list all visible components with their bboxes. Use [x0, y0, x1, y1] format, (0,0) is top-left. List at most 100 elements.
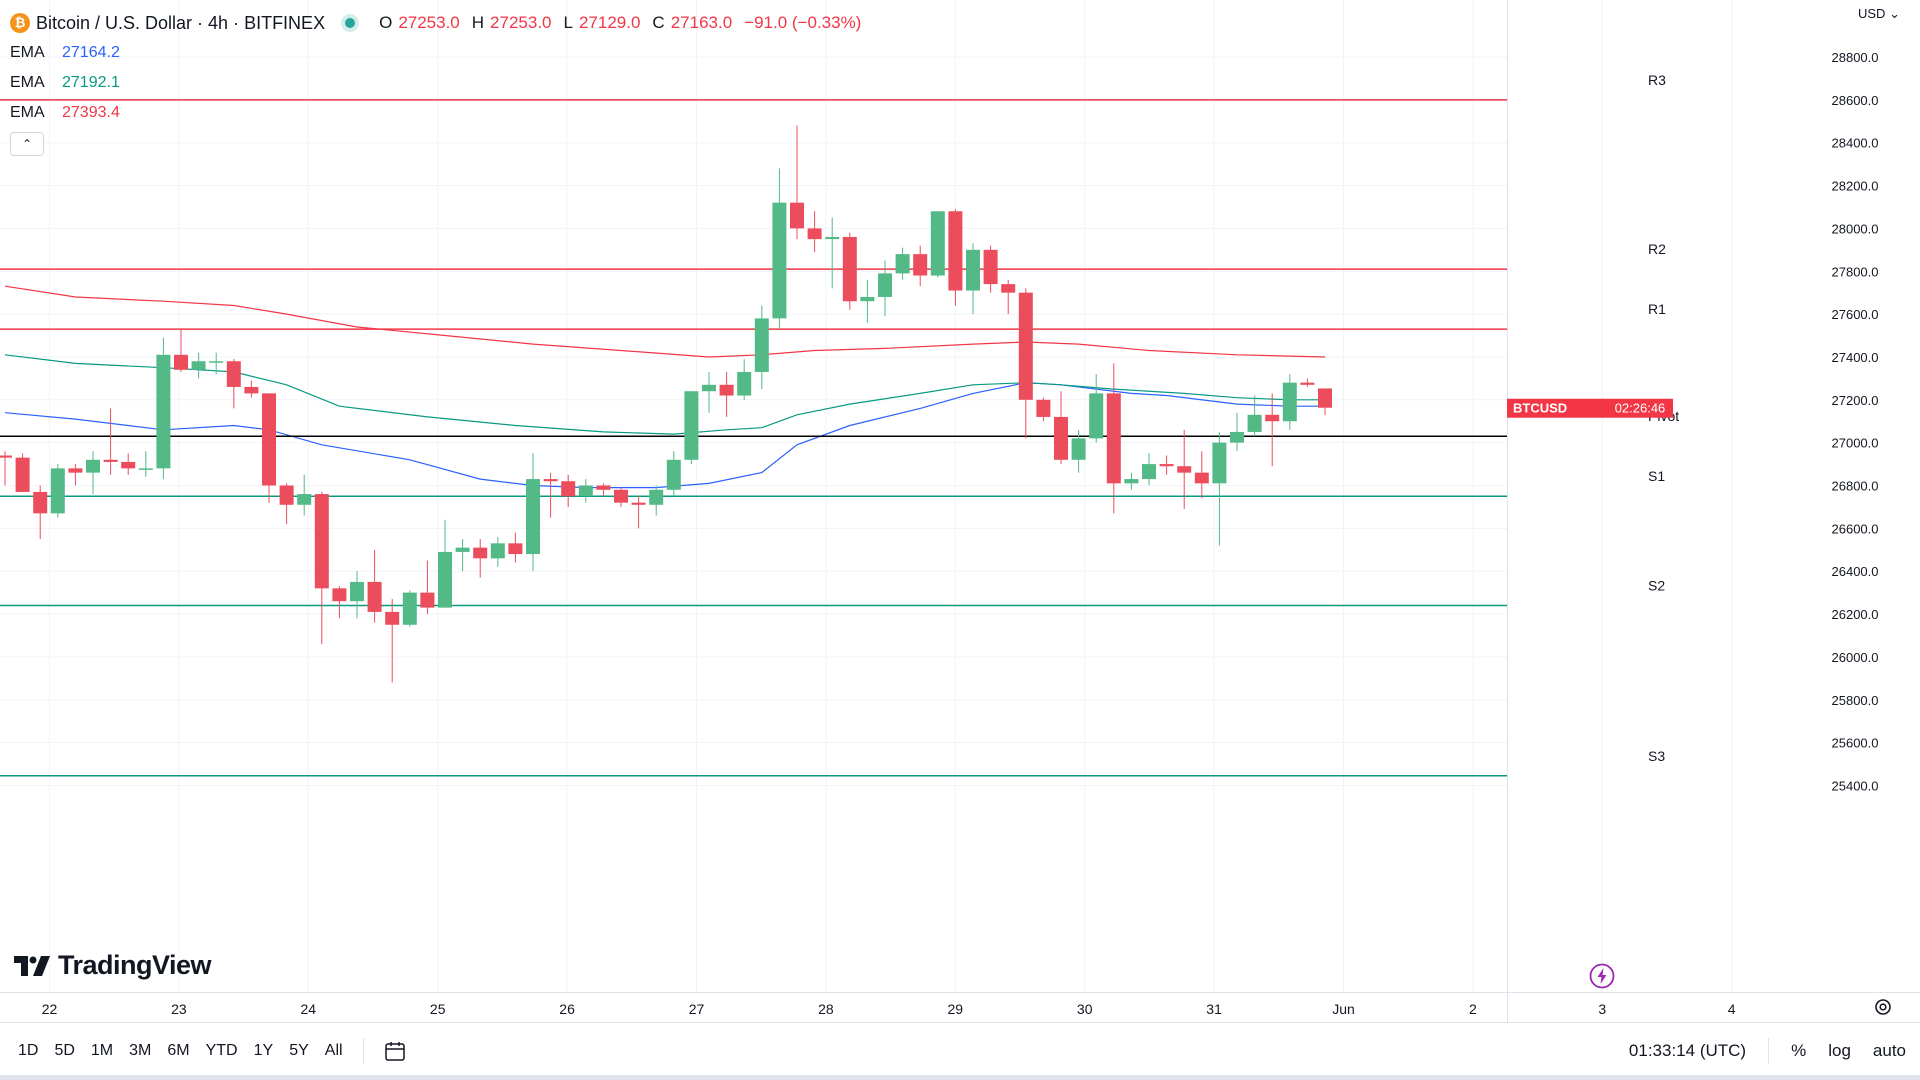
pivot-label-s2: S2 — [1648, 577, 1665, 593]
y-tick-label: 26200.0 — [1832, 607, 1879, 622]
candle — [473, 539, 488, 578]
candle — [33, 485, 48, 540]
range-button-all[interactable]: All — [324, 1042, 343, 1059]
candle — [1089, 374, 1104, 443]
calendar-icon[interactable] — [384, 1040, 406, 1062]
candle — [1177, 429, 1192, 510]
candle — [209, 352, 224, 375]
gear-icon[interactable] — [1872, 996, 1894, 1018]
lightning-icon[interactable] — [1589, 963, 1615, 989]
candle — [1265, 393, 1280, 467]
candle — [385, 599, 400, 683]
pivot-label-r3: R3 — [1648, 72, 1666, 88]
chart-canvas[interactable]: R3R2R1PivotS1S2S3 25400.025600.025800.02… — [0, 0, 1920, 1022]
ema-value: 27192.1 — [62, 74, 120, 91]
open-value: 27253.0 — [398, 13, 460, 32]
currency-label: USD — [1858, 6, 1886, 21]
candle — [966, 243, 980, 315]
range-button-1d[interactable]: 1D — [18, 1042, 39, 1059]
candle — [878, 260, 892, 317]
range-button-1m[interactable]: 1M — [90, 1042, 114, 1059]
change-value: −91.0 (−0.33%) — [744, 13, 862, 32]
candle — [825, 217, 840, 289]
y-tick-label: 25400.0 — [1832, 778, 1879, 793]
ema-row-2[interactable]: EMA 27192.1 — [10, 68, 867, 98]
last-price-tag: BTCUSD 02:26:46 — [1507, 398, 1673, 418]
candle — [913, 245, 928, 287]
bottom-toolbar: 1D 5D 1M 3M 6M YTD 1Y 5Y All 01:33:14 (U… — [0, 1022, 1920, 1079]
high-label: H — [471, 13, 485, 32]
x-tick-label: 24 — [301, 1001, 317, 1017]
auto-scale-toggle[interactable]: auto — [1872, 1041, 1906, 1060]
y-tick-label: 27000.0 — [1832, 436, 1879, 451]
candle — [719, 371, 734, 417]
range-button-6m[interactable]: 6M — [167, 1042, 190, 1059]
low-value: 27129.0 — [578, 13, 641, 32]
candle — [790, 125, 804, 240]
ema-line — [4, 382, 1325, 489]
utc-clock[interactable]: 01:33:14 (UTC) — [1628, 1041, 1747, 1060]
candle — [279, 483, 294, 525]
candle — [983, 245, 998, 293]
low-label: L — [563, 13, 573, 32]
candle — [1054, 391, 1068, 465]
range-button-1y[interactable]: 1Y — [253, 1042, 274, 1059]
candle — [543, 472, 558, 518]
candle — [244, 380, 259, 398]
candle — [526, 453, 540, 572]
candle — [754, 305, 769, 390]
symbol-row: ₿ Bitcoin / U.S. Dollar · 4h · BITFINEX … — [10, 8, 867, 38]
close-label: C — [652, 13, 665, 32]
candle — [226, 359, 241, 409]
x-tick-label: 3 — [1598, 1001, 1606, 1017]
y-tick-label: 27400.0 — [1832, 350, 1879, 365]
ema-line — [4, 285, 1326, 358]
pivot-label-r1: R1 — [1648, 301, 1666, 317]
ema-label: EMA — [10, 74, 45, 91]
candle — [1247, 395, 1262, 437]
high-value: 27253.0 — [490, 13, 552, 32]
candle — [508, 532, 523, 563]
range-button-3m[interactable]: 3M — [129, 1042, 152, 1059]
toolbar-divider — [1768, 1038, 1770, 1064]
range-button-ytd[interactable]: YTD — [205, 1042, 238, 1059]
candle — [702, 371, 716, 413]
chevron-up-icon: ⌃ — [21, 137, 33, 151]
candle — [578, 479, 593, 503]
ema-row-3[interactable]: EMA 27393.4 — [10, 98, 867, 128]
range-button-5y[interactable]: 5Y — [289, 1042, 309, 1059]
symbol-title[interactable]: Bitcoin / U.S. Dollar · 4h · BITFINEX — [36, 13, 326, 33]
candle — [86, 451, 100, 495]
candle — [297, 474, 312, 516]
tradingview-logo-icon — [14, 955, 50, 976]
tradingview-logo[interactable]: TradingView — [14, 950, 212, 981]
percent-scale-toggle[interactable]: % — [1791, 1041, 1807, 1060]
candle — [156, 337, 171, 480]
collapse-legend-button[interactable]: ⌃ — [10, 132, 44, 156]
x-tick-label: 27 — [689, 1001, 705, 1017]
ema-value: 27393.4 — [62, 104, 120, 121]
ema-row-1[interactable]: EMA 27164.2 — [10, 38, 867, 68]
ema-lines — [4, 285, 1326, 489]
candle — [50, 464, 65, 518]
currency-selector[interactable]: USD ⌄ — [1858, 6, 1900, 22]
ema-line — [4, 354, 1325, 435]
price-tag-symbol: BTCUSD — [1513, 401, 1567, 416]
candle — [1318, 388, 1332, 416]
log-scale-toggle[interactable]: log — [1828, 1041, 1851, 1060]
candle — [1001, 279, 1016, 315]
price-tag-timer-background — [1607, 398, 1673, 418]
candlesticks — [0, 125, 1332, 683]
price-tag-countdown: 02:26:46 — [1615, 401, 1666, 416]
y-tick-label: 26600.0 — [1832, 521, 1879, 536]
chart-legend: ₿ Bitcoin / U.S. Dollar · 4h · BITFINEX … — [10, 8, 867, 158]
x-tick-label: 4 — [1728, 1001, 1736, 1017]
y-tick-label: 28200.0 — [1832, 179, 1879, 194]
candle — [174, 329, 188, 372]
candle — [314, 491, 329, 645]
bottom-right-controls: 01:33:14 (UTC) % log auto — [1629, 1023, 1906, 1079]
x-tick-label: 26 — [559, 1001, 575, 1017]
y-tick-label: 26000.0 — [1832, 650, 1879, 665]
price-tag-background — [1507, 398, 1607, 418]
range-button-5d[interactable]: 5D — [54, 1042, 75, 1059]
